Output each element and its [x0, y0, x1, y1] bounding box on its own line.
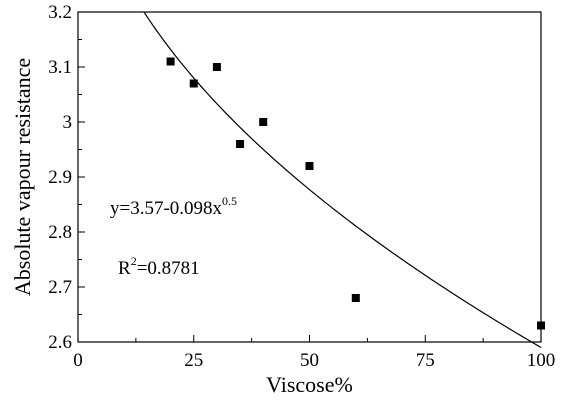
- x-tick-label: 0: [73, 350, 83, 371]
- y-axis-title: Absolute vapour resistance: [10, 58, 35, 296]
- equation-main: y=3.57-0.098x: [110, 198, 223, 219]
- data-point: [305, 162, 314, 170]
- y-tick-label: 2.8: [48, 222, 72, 243]
- r2-prefix: R: [118, 258, 131, 279]
- x-tick-label: 25: [184, 350, 203, 371]
- data-point: [351, 294, 360, 302]
- x-axis-title: Viscose%: [266, 372, 353, 397]
- tick-labels: 0 25 50 75 100 2.6 2.7 2.8 2.9 3 3.1 3.2: [48, 2, 555, 371]
- data-point: [166, 57, 175, 66]
- data-point: [259, 118, 268, 126]
- y-tick-label: 3.1: [48, 57, 72, 78]
- axis-ticks: [77, 11, 542, 343]
- data-point: [236, 140, 245, 148]
- r2-exponent: 2: [131, 254, 137, 268]
- fit-curve: [143, 11, 542, 349]
- x-tick-label: 75: [416, 350, 435, 371]
- plot-frame: [77, 11, 542, 343]
- y-tick-label: 3.2: [48, 2, 72, 23]
- equation-label: y=3.57-0.098x0.5: [110, 194, 237, 219]
- equation-exponent: 0.5: [222, 194, 237, 208]
- x-tick-label: 50: [300, 350, 319, 371]
- data-point: [212, 63, 221, 71]
- data-points: [166, 57, 545, 330]
- y-tick-label: 2.6: [48, 332, 72, 353]
- data-point: [189, 79, 198, 88]
- y-tick-label: 2.9: [48, 167, 72, 188]
- r2-value: =0.8781: [137, 258, 200, 279]
- y-tick-label: 3: [63, 112, 73, 133]
- r-squared-label: R2=0.8781: [118, 254, 200, 279]
- data-point: [537, 321, 545, 330]
- x-tick-label: 100: [527, 350, 556, 371]
- y-tick-label: 2.7: [48, 277, 72, 298]
